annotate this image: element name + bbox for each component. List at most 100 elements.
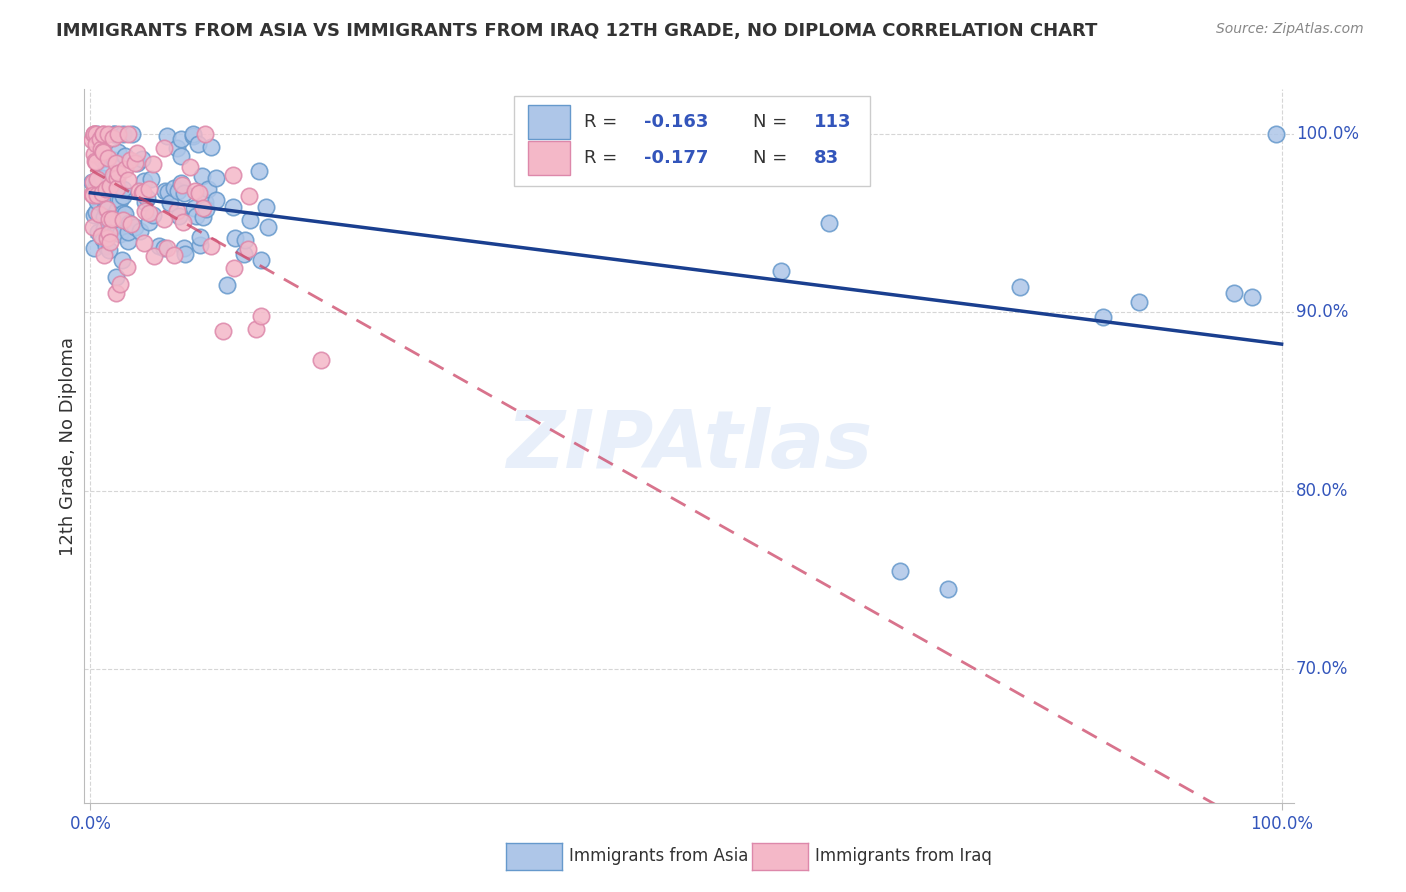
Point [97,152,120,166]
Point [82,187,104,202]
Point [86,154,108,169]
Point [100,211,122,226]
Text: N =: N = [754,149,793,167]
Point [93,248,115,262]
Point [83,181,105,195]
Point [889,564,911,578]
Point [152,241,174,255]
Point [97,226,120,240]
Point [132,185,155,199]
Point [257,220,280,235]
Point [936,582,959,596]
Text: 83: 83 [814,149,838,167]
Point [105,219,128,233]
Point [83,127,105,141]
Point [105,202,128,217]
Point [84,154,107,169]
Text: ZIPAtlas: ZIPAtlas [506,407,872,485]
Point [80,133,103,147]
Point [105,181,128,195]
Point [117,234,139,248]
Point [120,217,142,231]
Point [195,202,218,216]
Point [91,171,114,186]
Point [232,246,254,260]
Point [138,215,160,229]
Point [86,137,108,152]
Point [233,233,256,247]
Point [83,127,105,141]
Point [163,181,186,195]
Point [98,179,121,194]
Point [91,127,114,141]
Point [108,193,131,207]
Point [90,228,112,243]
Point [205,170,228,185]
Point [197,182,219,196]
Point [131,186,153,200]
Point [134,204,156,219]
Point [91,144,114,158]
Point [181,127,204,141]
Point [128,184,150,198]
Point [184,184,207,198]
FancyBboxPatch shape [513,96,870,186]
Point [104,156,127,170]
Point [250,252,273,267]
Point [134,195,156,210]
Point [94,239,117,253]
Point [82,186,104,201]
Point [98,211,121,226]
Point [1008,280,1031,294]
Point [83,208,105,222]
Point [194,127,217,141]
Point [249,164,271,178]
Point [136,191,159,205]
Point [183,201,205,215]
Point [104,225,127,239]
Point [818,216,841,230]
Point [120,153,142,167]
Point [134,235,156,250]
Point [82,175,104,189]
Point [143,249,166,263]
Point [181,129,204,144]
Point [117,173,139,187]
Point [86,187,108,202]
Point [212,324,235,338]
Point [82,219,104,234]
Point [103,127,125,141]
Text: Source: ZipAtlas.com: Source: ZipAtlas.com [1216,22,1364,37]
Point [83,147,105,161]
Point [111,127,134,141]
Point [103,153,125,168]
Point [104,270,127,285]
Point [156,129,179,144]
Point [142,157,165,171]
Y-axis label: 12th Grade, No Diploma: 12th Grade, No Diploma [59,336,77,556]
Point [222,260,245,275]
Point [187,186,209,200]
Point [170,176,193,190]
Point [1264,127,1286,141]
Point [94,201,117,215]
Point [173,241,195,255]
Point [245,322,267,336]
Point [153,212,176,227]
Text: 90.0%: 90.0% [1296,303,1348,321]
FancyBboxPatch shape [529,141,571,175]
Point [89,207,111,221]
Point [91,232,114,246]
Point [131,153,153,167]
Point [86,184,108,198]
Point [166,141,188,155]
Point [190,169,212,184]
Point [125,146,148,161]
Point [90,152,112,166]
Point [117,260,139,274]
Text: R =: R = [583,113,623,131]
Point [770,264,793,278]
Text: 100.0%: 100.0% [1296,125,1360,143]
Point [105,211,128,225]
Point [97,127,120,141]
